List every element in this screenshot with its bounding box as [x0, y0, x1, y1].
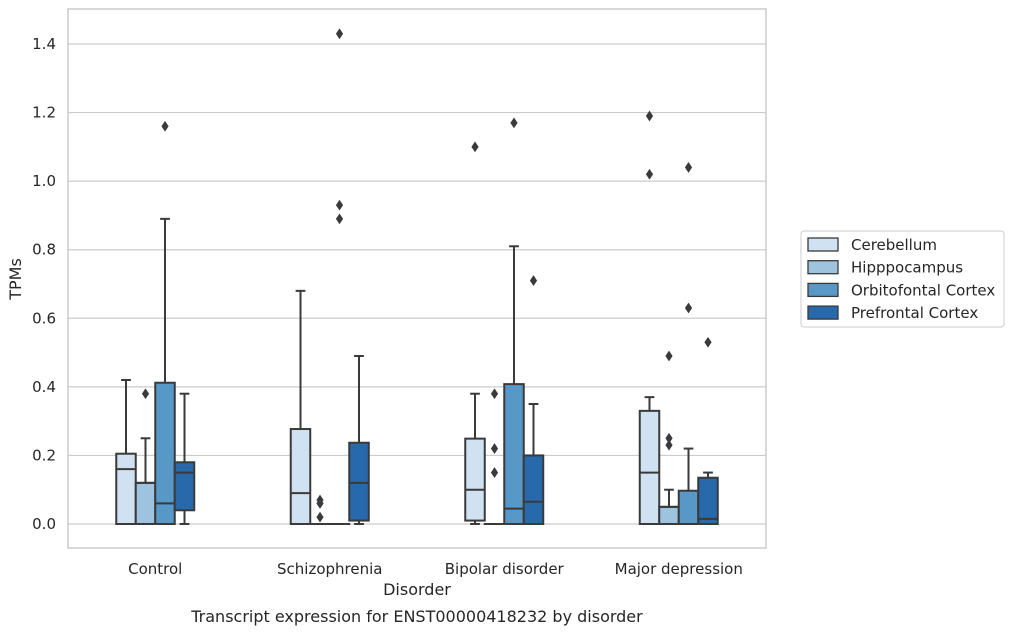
box: [503, 117, 525, 525]
plot-area-frame: [67, 8, 767, 549]
iqr-box: [134, 481, 157, 526]
iqr-box: [154, 381, 176, 525]
x-tick-label: Control: [128, 560, 182, 578]
outlier-point: [161, 120, 169, 132]
outlier-point: [665, 432, 673, 444]
legend-item: Hipppocampus: [807, 259, 963, 277]
iqr-box: [697, 476, 719, 526]
legend-label: Prefrontal Cortex: [851, 304, 978, 322]
legend-frame: [800, 230, 1005, 328]
outlier-point: [335, 28, 344, 40]
box: [483, 388, 506, 526]
outlier-point: [490, 388, 499, 400]
x-tick-label: Bipolar disorder: [445, 560, 565, 578]
iqr-box: [289, 428, 312, 525]
outlier-point: [529, 275, 538, 286]
box: [289, 289, 312, 525]
outlier-point: [316, 511, 324, 523]
y-tick-label: 0.4: [32, 378, 56, 396]
y-tick-label: 1.0: [32, 172, 56, 190]
y-tick-label: 1.2: [32, 104, 56, 122]
y-tick-label: 0.8: [32, 241, 56, 259]
box: [658, 350, 680, 526]
legend: Cerebellum Hipppocampus Orbitofontal Corte…: [800, 230, 1005, 328]
box: [309, 494, 331, 526]
box: [677, 162, 700, 525]
y-tick-label: 0.2: [32, 446, 56, 464]
legend-swatch: [807, 305, 839, 320]
box-series-3: [173, 275, 719, 526]
iqr-box: [115, 452, 137, 526]
iqr-box: [638, 409, 661, 526]
outlier-point: [510, 117, 518, 129]
outlier-point: [704, 336, 712, 348]
outlier-point: [684, 162, 693, 173]
outlier-point: [471, 141, 479, 153]
box: [638, 110, 661, 526]
outlier-point: [684, 302, 693, 314]
iqr-box: [464, 437, 486, 522]
y-tick-label: 1.4: [32, 35, 56, 53]
legend-label: Orbitofontal Cortex: [851, 281, 995, 299]
outlier-point: [490, 443, 499, 454]
legend-swatch: [807, 260, 839, 275]
iqr-box: [348, 441, 370, 522]
box: [697, 336, 719, 526]
box: [464, 141, 486, 525]
y-axis-title: TPMs: [6, 258, 25, 301]
legend-item: Cerebellum: [807, 236, 937, 254]
y-tick-label: 0.6: [32, 309, 56, 327]
iqr-box: [503, 383, 525, 525]
box: [134, 388, 157, 526]
legend-item: Orbitofontal Cortex: [807, 281, 995, 299]
x-tick-label: Major depression: [615, 560, 743, 578]
legend-label: Hipppocampus: [851, 259, 963, 277]
legend-items: Cerebellum Hipppocampus Orbitofontal Corte…: [807, 236, 995, 322]
outlier-point: [665, 350, 673, 362]
box-series-1: [134, 350, 680, 526]
outlier-point: [335, 199, 344, 211]
legend-item: Prefrontal Cortex: [807, 304, 978, 322]
box-series-2: [154, 28, 700, 526]
x-axis-ticks: Control Schizophrenia Bipolar disorder Majo…: [128, 560, 743, 578]
outlier-point: [141, 388, 150, 400]
iqr-box: [677, 489, 700, 525]
outlier-point: [316, 494, 324, 506]
outlier-point: [645, 110, 654, 122]
x-axis-title: Disorder: [383, 580, 451, 599]
outlier-point: [335, 213, 344, 225]
legend-label: Cerebellum: [851, 236, 937, 254]
x-tick-label: Schizophrenia: [277, 560, 382, 578]
iqr-box: [522, 454, 545, 525]
outlier-point: [645, 168, 654, 180]
legend-swatch: [807, 282, 839, 298]
iqr-box: [173, 461, 196, 512]
legend-swatch: [807, 237, 839, 252]
box: [115, 379, 137, 526]
box: [173, 392, 196, 525]
outlier-point: [490, 467, 499, 478]
box: [348, 355, 370, 525]
y-tick-label: 0.0: [32, 515, 56, 533]
outlier-point: [665, 439, 673, 451]
y-axis-ticks: 0.0 0.2 0.4 0.6 0.8 1.0 1.2 1.4: [32, 35, 56, 533]
box: [328, 28, 351, 526]
chart-caption: Transcript expression for ENST0000041823…: [190, 607, 643, 626]
box: [154, 120, 176, 525]
box-series-0: [115, 110, 661, 526]
iqr-box: [658, 505, 680, 526]
box: [522, 275, 545, 525]
box-series: [115, 28, 719, 526]
